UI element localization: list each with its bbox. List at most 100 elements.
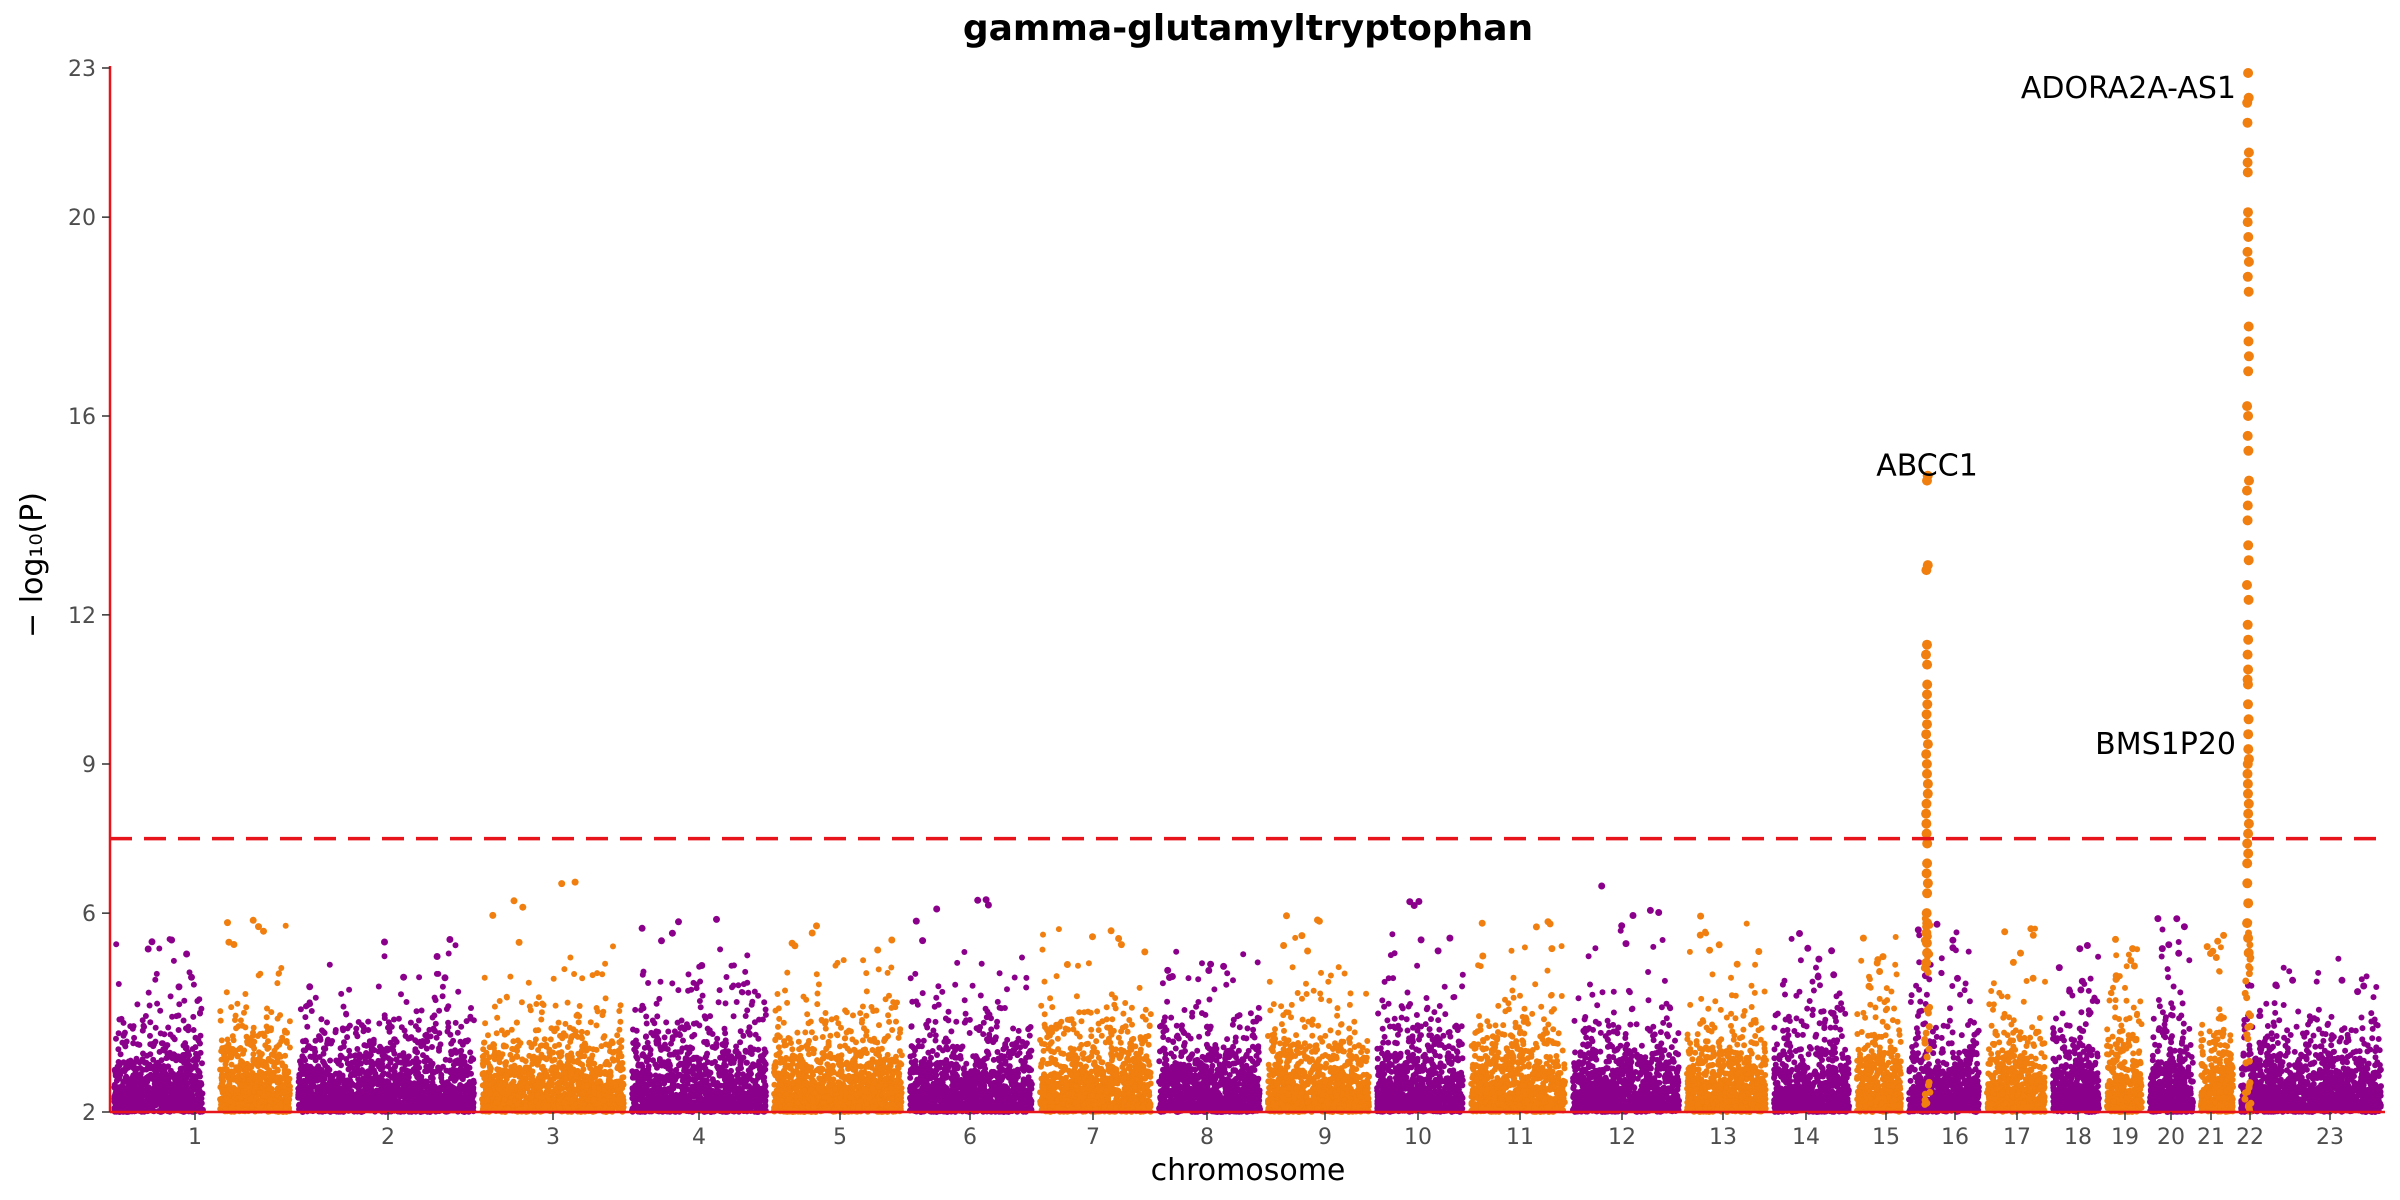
snp-point-chr4 <box>507 973 514 980</box>
snp-point-chr3 <box>332 1085 339 1092</box>
snp-point-chr2 <box>257 1031 264 1037</box>
snp-point-chr1 <box>140 1076 147 1083</box>
snp-point-chr3 <box>413 1008 420 1015</box>
snp-point-chr3 <box>371 1047 378 1054</box>
snp-point-chr3 <box>349 1081 356 1088</box>
snp-point-chr4 <box>558 880 566 888</box>
snp-point-chr4 <box>575 1080 582 1087</box>
snp-point-chr3 <box>358 1077 365 1084</box>
snp-point-chr3 <box>314 1091 321 1098</box>
snp-point-chr4 <box>555 1019 562 1026</box>
snp-point-chr4 <box>565 1105 572 1112</box>
snp-point-chr3 <box>419 1099 426 1106</box>
snp-point-chr1 <box>182 1040 189 1047</box>
snp-point-chr2 <box>274 1059 281 1066</box>
snp-point-chr3 <box>388 1073 395 1080</box>
snp-point-chr4 <box>558 1049 565 1056</box>
snp-point-chr4 <box>563 1076 569 1083</box>
snp-point-chr4 <box>523 1103 529 1110</box>
snp-point-chr4 <box>607 1040 614 1047</box>
snp-point-chr2 <box>241 1009 247 1016</box>
snp-point-chr4 <box>517 1089 523 1095</box>
snp-point-chr4 <box>491 1003 498 1010</box>
snp-point-chr4 <box>501 1096 508 1103</box>
snp-point-chr4 <box>573 1073 579 1080</box>
snp-point-chr4 <box>494 1014 501 1021</box>
snp-point-chr3 <box>440 1063 446 1070</box>
snp-point-chr3 <box>340 1027 347 1034</box>
snp-point-chr1 <box>148 1075 155 1082</box>
snp-point-chr4 <box>482 1020 489 1027</box>
snp-point-chr2 <box>228 1004 235 1011</box>
snp-point-chr3 <box>360 1028 367 1035</box>
snp-point-chr3 <box>396 1080 403 1087</box>
snp-point-chr1 <box>190 981 197 988</box>
snp-point-chr4 <box>546 1082 552 1089</box>
snp-point-chr1 <box>141 1023 148 1030</box>
snp-point-chr2 <box>257 1098 264 1105</box>
snp-point-chr4 <box>610 943 616 950</box>
snp-point-chr1 <box>190 1027 197 1033</box>
snp-point-chr4 <box>529 1077 536 1084</box>
snp-point-chr4 <box>562 1020 569 1027</box>
snp-point-chr4 <box>510 1078 517 1085</box>
snp-point-chr3 <box>427 1103 434 1110</box>
snp-point-chr4 <box>616 1026 623 1033</box>
snp-point-chr3 <box>452 1019 459 1026</box>
snp-point-chr4 <box>538 1009 545 1016</box>
snp-point-chr2 <box>274 980 281 987</box>
snp-point-chr2 <box>249 1103 255 1110</box>
snp-point-chr3 <box>366 1074 373 1081</box>
snp-point-chr3 <box>312 1069 319 1076</box>
snp-point-chr4 <box>579 975 586 982</box>
snp-point-chr3 <box>298 1063 305 1070</box>
snp-point-chr2 <box>267 1096 274 1103</box>
snp-point-chr3 <box>304 1044 311 1051</box>
snp-point-chr1 <box>156 1074 163 1080</box>
snp-point-chr4 <box>504 1029 511 1036</box>
snp-point-chr3 <box>463 1066 470 1073</box>
snp-point-chr1 <box>130 1065 137 1072</box>
snp-point-chr3 <box>370 1038 377 1045</box>
snp-point-chr4 <box>590 1096 597 1103</box>
snp-point-chr4 <box>544 1088 550 1095</box>
snp-point-chr1 <box>147 1019 154 1026</box>
snp-point-chr3 <box>417 1081 424 1088</box>
snp-point-chr2 <box>222 1044 229 1051</box>
snp-point-chr3 <box>457 1048 464 1055</box>
snp-point-chr3 <box>406 1070 413 1077</box>
snp-point-chr2 <box>274 1085 281 1092</box>
snp-point-chr4 <box>599 971 606 978</box>
snp-point-chr1 <box>116 1016 123 1023</box>
snp-point-chr3 <box>383 1045 390 1052</box>
snp-point-chr2 <box>283 1098 290 1105</box>
snp-point-chr1 <box>134 1041 141 1048</box>
snp-point-chr2 <box>217 1008 224 1015</box>
snp-point-chr3 <box>440 1095 447 1102</box>
snp-point-chr3 <box>441 974 449 982</box>
snp-point-chr3 <box>304 1086 311 1093</box>
snp-point-chr4 <box>550 1049 556 1056</box>
snp-point-chr4 <box>506 1099 513 1106</box>
snp-point-chr4 <box>617 1002 624 1009</box>
snp-point-chr2 <box>243 1085 250 1092</box>
snp-point-chr2 <box>234 1000 241 1007</box>
snp-point-chr3 <box>429 1044 435 1050</box>
snp-point-chr4 <box>532 1057 539 1063</box>
snp-point-chr4 <box>533 1001 540 1007</box>
snp-point-chr2 <box>273 1091 280 1098</box>
snp-point-chr3 <box>337 1045 344 1052</box>
snp-point-chr4 <box>594 1008 601 1015</box>
snp-point-chr1 <box>136 1059 143 1066</box>
snp-point-chr2 <box>242 1024 249 1031</box>
snp-point-chr1 <box>154 1000 161 1007</box>
snp-point-chr4 <box>539 1080 546 1087</box>
snp-point-chr1 <box>176 1001 183 1008</box>
snp-point-chr4 <box>568 1090 575 1097</box>
snp-point-chr1 <box>131 1034 138 1041</box>
snp-point-chr3 <box>302 1014 309 1021</box>
snp-point-chr4 <box>539 1063 546 1070</box>
snp-point-chr3 <box>300 1038 306 1045</box>
snp-point-chr3 <box>437 1041 444 1048</box>
